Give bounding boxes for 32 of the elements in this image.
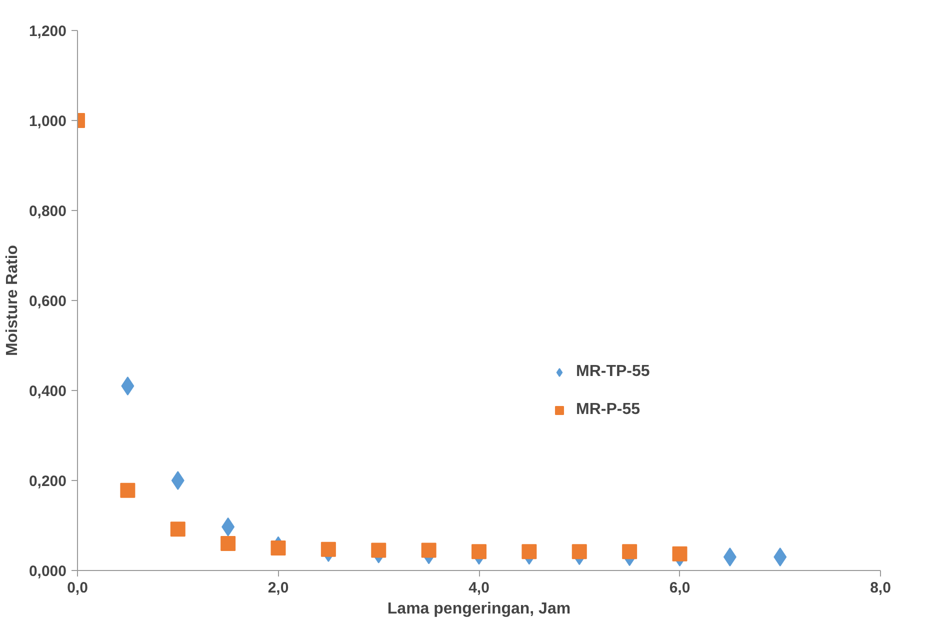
point xyxy=(220,536,236,551)
y-tick-label: 0,200 xyxy=(28,473,67,490)
point xyxy=(522,544,537,560)
x-axis-title: Lama pengeringan, Jam xyxy=(387,600,571,618)
x-tick-label: 0,0 xyxy=(67,580,88,596)
y-tick-label: 1,200 xyxy=(28,23,67,40)
x-tick-label: 4,0 xyxy=(468,580,490,596)
point xyxy=(170,522,186,537)
point xyxy=(622,544,638,560)
point xyxy=(572,544,587,560)
y-tick-label: 0,400 xyxy=(28,383,67,400)
point xyxy=(171,471,184,490)
legend-label: MR-TP-55 xyxy=(576,363,650,381)
point xyxy=(120,482,136,498)
x-tick-label: 6,0 xyxy=(669,580,690,596)
y-tick-label: 0,000 xyxy=(28,563,67,580)
point xyxy=(723,548,736,566)
point xyxy=(472,544,486,560)
point xyxy=(774,548,787,566)
point xyxy=(270,540,286,556)
point xyxy=(320,542,336,557)
x-tick-label: 8,0 xyxy=(870,580,891,596)
point xyxy=(672,546,688,562)
legend-label: MR-P-55 xyxy=(576,401,640,419)
y-tick-label: 0,600 xyxy=(28,293,67,310)
point xyxy=(371,542,386,558)
point xyxy=(121,376,134,396)
y-tick-label: 0,800 xyxy=(28,203,67,220)
x-tick-label: 2,0 xyxy=(268,580,289,596)
y-tick-label: 1,000 xyxy=(28,113,67,130)
point xyxy=(421,542,436,558)
y-axis-title: Moisture Ratio xyxy=(4,244,21,356)
